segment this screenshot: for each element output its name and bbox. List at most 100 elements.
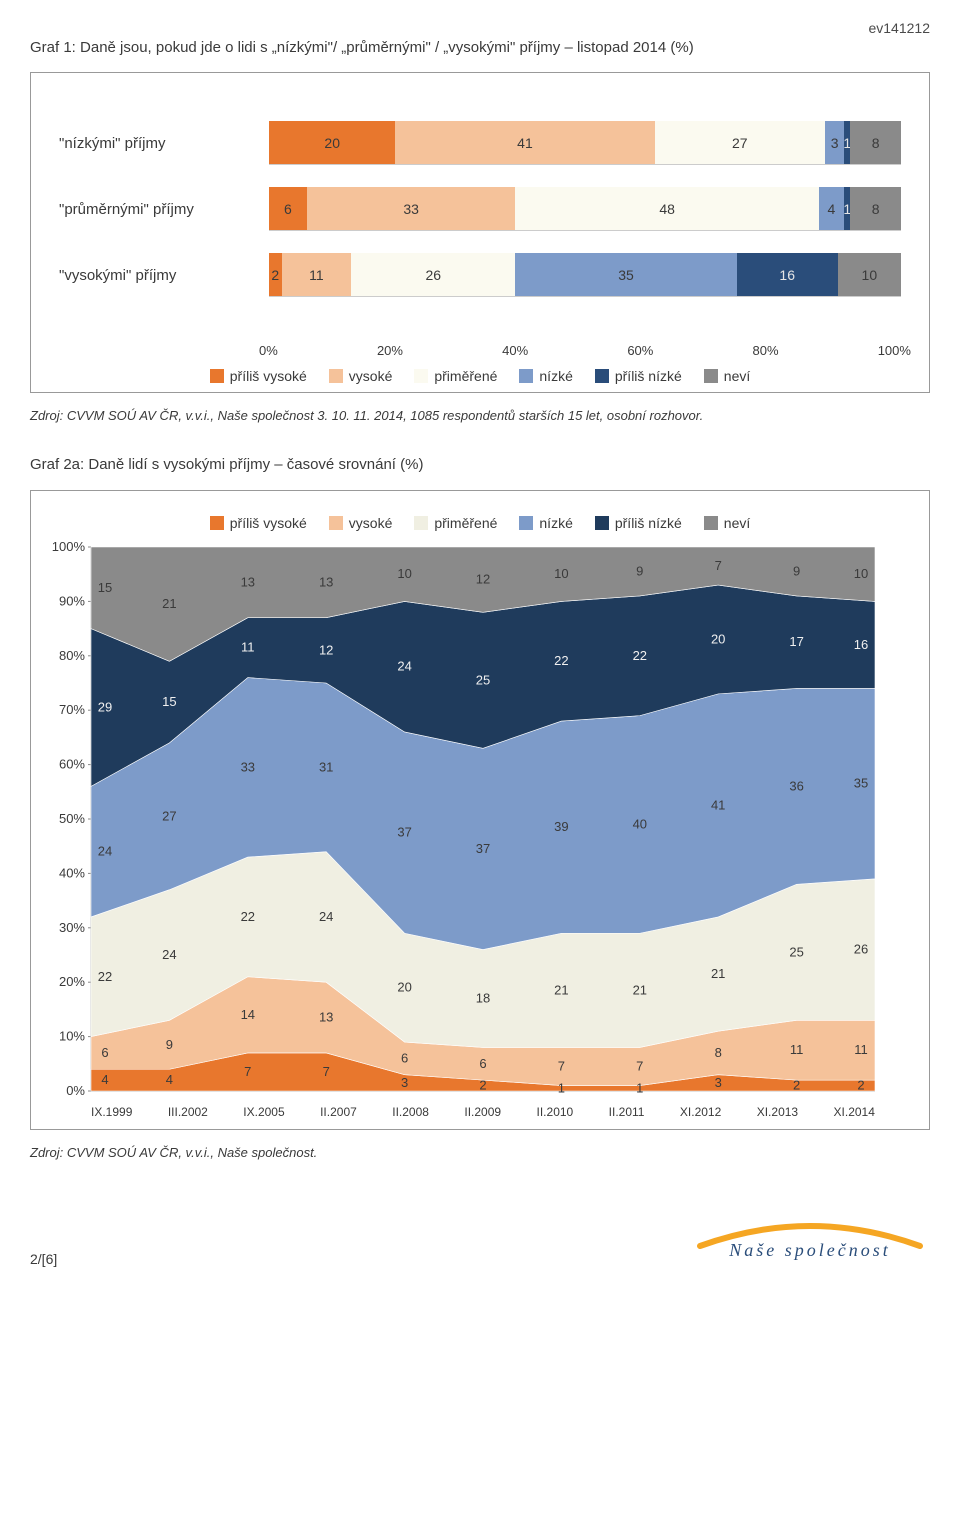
svg-text:0%: 0%: [66, 1083, 85, 1098]
chart1-segment: 48: [515, 187, 818, 230]
chart1-axis: 0%20%40%60%80%100%: [49, 343, 911, 358]
legend-swatch: [704, 516, 718, 530]
legend-swatch: [519, 516, 533, 530]
chart2-source: Zdroj: CVVM SOÚ AV ČR, v.v.i., Naše spol…: [30, 1144, 930, 1162]
svg-text:6: 6: [101, 1045, 108, 1060]
svg-text:2: 2: [793, 1077, 800, 1092]
svg-text:15: 15: [98, 579, 112, 594]
svg-text:11: 11: [854, 1042, 868, 1057]
chart1-row-label: "nízkými" příjmy: [59, 135, 269, 152]
svg-text:21: 21: [711, 966, 725, 981]
xaxis-label: II.2007: [320, 1105, 357, 1119]
svg-text:37: 37: [397, 824, 411, 839]
chart1-segment: 35: [515, 253, 736, 296]
svg-text:40: 40: [633, 816, 647, 831]
chart1-segment: 41: [395, 121, 654, 164]
svg-text:60%: 60%: [59, 756, 85, 771]
chart2-title: Graf 2a: Daně lidí s vysokými příjmy – č…: [30, 455, 930, 475]
svg-text:27: 27: [162, 808, 176, 823]
chart1-segment: 3: [825, 121, 844, 164]
legend-item: příliš vysoké: [210, 368, 307, 384]
legend-item: neví: [704, 515, 750, 531]
svg-text:7: 7: [558, 1058, 565, 1073]
legend-label: příliš vysoké: [230, 368, 307, 384]
svg-text:12: 12: [319, 642, 333, 657]
svg-text:20%: 20%: [59, 974, 85, 989]
svg-text:10: 10: [854, 566, 868, 581]
svg-text:6: 6: [479, 1055, 486, 1070]
chart1-bar: 63348418: [269, 187, 901, 231]
legend-label: vysoké: [349, 515, 393, 531]
axis-tick: 40%: [502, 343, 528, 358]
legend-swatch: [595, 516, 609, 530]
chart1-bar: 204127318: [269, 121, 901, 165]
chart1-segment: 11: [282, 253, 352, 296]
legend-swatch: [414, 516, 428, 530]
legend-item: nízké: [519, 368, 572, 384]
legend-item: vysoké: [329, 515, 393, 531]
doc-id: ev141212: [30, 20, 930, 36]
logo: Naše společnost: [690, 1212, 930, 1267]
svg-text:1: 1: [558, 1080, 565, 1095]
svg-text:17: 17: [789, 634, 803, 649]
chart2-svg: 0%10%20%30%40%50%60%70%80%90%100%4477321…: [45, 541, 875, 1101]
chart1-legend: příliš vysokévysoképřiměřenénízképříliš …: [49, 368, 911, 384]
svg-text:26: 26: [854, 941, 868, 956]
legend-swatch: [210, 516, 224, 530]
svg-text:25: 25: [789, 944, 803, 959]
chart1-row: "nízkými" příjmy204127318: [59, 121, 901, 165]
chart1-segment: 6: [269, 187, 307, 230]
legend-label: příliš vysoké: [230, 515, 307, 531]
svg-text:Naše společnost: Naše společnost: [728, 1240, 891, 1260]
svg-text:22: 22: [554, 653, 568, 668]
svg-text:9: 9: [636, 563, 643, 578]
chart2-box: příliš vysokévysoképřiměřenénízképříliš …: [30, 490, 930, 1130]
svg-text:100%: 100%: [52, 541, 86, 554]
axis-tick: 100%: [878, 343, 911, 358]
svg-text:21: 21: [554, 982, 568, 997]
svg-text:13: 13: [241, 574, 255, 589]
svg-text:11: 11: [241, 639, 255, 654]
xaxis-label: II.2009: [464, 1105, 501, 1119]
chart1-box: "nízkými" příjmy204127318"průměrnými" př…: [30, 72, 930, 393]
svg-text:22: 22: [241, 909, 255, 924]
chart1-segment: 16: [737, 253, 838, 296]
svg-text:18: 18: [476, 990, 490, 1005]
legend-item: příliš vysoké: [210, 515, 307, 531]
legend-label: přiměřené: [434, 515, 497, 531]
svg-text:10: 10: [554, 566, 568, 581]
svg-text:7: 7: [323, 1064, 330, 1079]
svg-text:31: 31: [319, 759, 333, 774]
legend-label: nízké: [539, 515, 572, 531]
xaxis-label: III.2002: [168, 1105, 208, 1119]
chart2-legend: příliš vysokévysoképřiměřenénízképříliš …: [45, 515, 915, 531]
svg-text:2: 2: [857, 1077, 864, 1092]
svg-text:14: 14: [241, 1007, 255, 1022]
page-number: 2/[6]: [30, 1251, 57, 1267]
legend-item: přiměřené: [414, 515, 497, 531]
svg-text:20: 20: [397, 979, 411, 994]
svg-text:33: 33: [241, 759, 255, 774]
legend-swatch: [329, 516, 343, 530]
svg-text:7: 7: [636, 1058, 643, 1073]
chart1-title: Graf 1: Daně jsou, pokud jde o lidi s „n…: [30, 38, 930, 58]
legend-label: příliš nízké: [615, 368, 682, 384]
svg-text:1: 1: [636, 1080, 643, 1095]
svg-text:13: 13: [319, 574, 333, 589]
chart1-segment: 2: [269, 253, 282, 296]
svg-text:41: 41: [711, 797, 725, 812]
svg-text:37: 37: [476, 841, 490, 856]
xaxis-label: IX.1999: [91, 1105, 132, 1119]
svg-text:16: 16: [854, 637, 868, 652]
svg-text:39: 39: [554, 819, 568, 834]
svg-text:24: 24: [397, 658, 411, 673]
svg-text:3: 3: [715, 1075, 722, 1090]
svg-text:9: 9: [166, 1036, 173, 1051]
svg-text:40%: 40%: [59, 865, 85, 880]
legend-swatch: [210, 369, 224, 383]
axis-tick: 80%: [753, 343, 779, 358]
chart1-row-label: "vysokými" příjmy: [59, 267, 269, 284]
legend-label: neví: [724, 368, 750, 384]
svg-text:24: 24: [98, 843, 112, 858]
axis-tick: 60%: [627, 343, 653, 358]
